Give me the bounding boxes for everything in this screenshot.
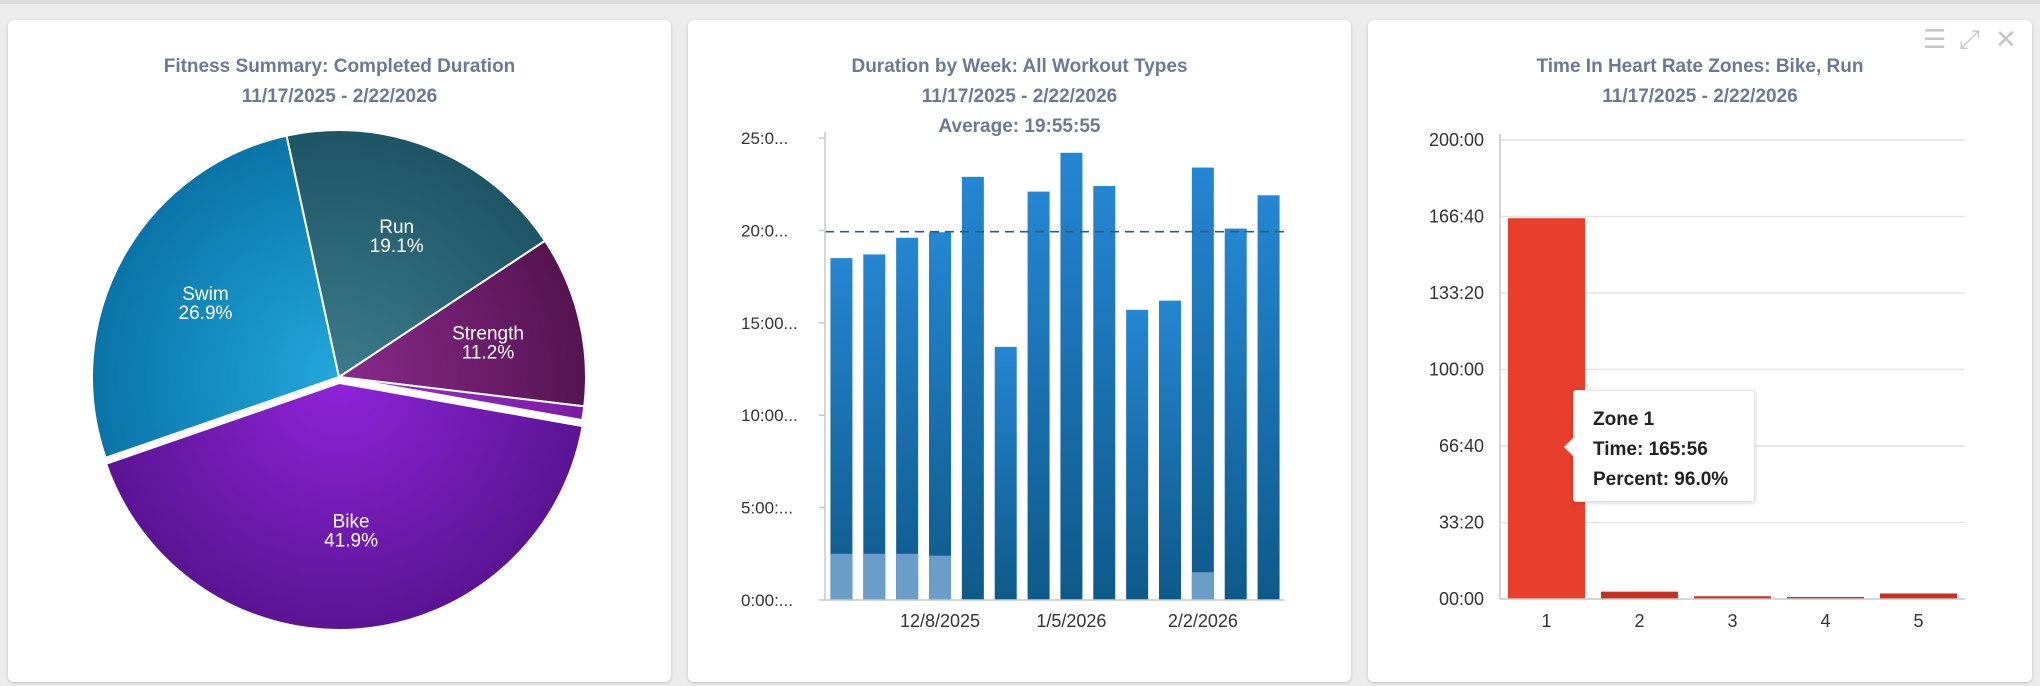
x-tick-label: 1 [1541,611,1551,631]
y-tick-label: 100:00 [1429,360,1484,380]
pie-slice-other[interactable] [338,376,586,422]
pie-label-strength: Strength [452,324,524,345]
x-tick-label: 2 [1634,611,1644,631]
y-tick-label: 00:00 [1439,589,1484,609]
tooltip-arrow [1564,437,1574,457]
week-bar[interactable] [994,346,1017,600]
week-bar-secondary[interactable] [896,553,919,600]
pie-label-run: Run [379,217,414,238]
pie-percent-swim: 26.9% [179,303,233,324]
hamburger-menu-icon[interactable]: ☰ [1923,24,1947,54]
x-tick-label: 2/2/2026 [1168,611,1238,631]
pie-percent-strength: 11.2% [462,343,515,364]
pie-chart-date-range: 11/17/2025 - 2/22/2026 [241,86,438,107]
zones-chart-date-range: 11/17/2025 - 2/22/2026 [1602,86,1798,107]
y-tick-label: 200:00 [1429,130,1484,150]
duration-by-week-panel: Duration by Week: All Workout Types 11/1… [688,20,1351,682]
week-bar[interactable] [1224,228,1247,600]
week-bar[interactable] [1126,309,1149,600]
week-bar[interactable] [1060,152,1083,600]
y-tick-label: 133:20 [1429,283,1484,303]
fitness-summary-panel: Fitness Summary: Completed Duration 11/1… [8,20,671,682]
weekly-chart-date-range: 11/17/2025 - 2/22/2026 [921,86,1118,107]
week-bar[interactable] [961,176,984,601]
week-bar[interactable] [1191,167,1214,600]
pie-chart-title: Fitness Summary: Completed Duration [163,56,516,77]
y-tick-label: 166:40 [1429,206,1484,226]
y-tick-label: 15:00... [741,314,798,333]
weekly-average-label: Average: 19:55:55 [938,116,1101,137]
pie-label-swim: Swim [182,284,228,305]
week-bar[interactable] [1093,186,1116,600]
zone-bar-4[interactable] [1787,597,1864,599]
pie-slice-bike[interactable] [104,381,584,631]
week-bar[interactable] [830,258,853,600]
week-bar-secondary[interactable] [1191,572,1214,600]
pie-percent-bike: 41.9% [324,531,378,552]
week-bar[interactable] [863,254,886,600]
y-tick-label: 20:0... [741,221,788,240]
zone-bar-2[interactable] [1601,591,1678,599]
tooltip-time: Time: 165:56 [1593,439,1708,460]
zone-tooltip: Zone 1 Time: 165:56 Percent: 96.0% [1564,390,1755,502]
weekly-chart-title: Duration by Week: All Workout Types [851,56,1188,77]
week-bar[interactable] [929,232,951,601]
x-tick-label: 3 [1727,611,1737,631]
week-bar-secondary[interactable] [863,553,886,600]
pie-slice-strength[interactable] [336,239,587,408]
y-tick-label: 0:00:... [741,591,793,610]
y-tick-label: 25:0... [741,129,788,148]
week-bar-secondary[interactable] [830,553,853,600]
weekly-bar-chart: 0:00:... 5:00:... 10:00... 15:00... 20:0... 2… [741,129,1285,631]
week-bar-secondary[interactable] [929,555,951,600]
tooltip-zone: Zone 1 [1593,409,1655,430]
pie-slice-run[interactable] [285,129,547,379]
week-bar[interactable] [896,237,919,601]
x-tick-label: 1/5/2026 [1036,611,1106,631]
week-bar[interactable] [1159,300,1181,600]
tooltip-percent: Percent: 96.0% [1593,469,1729,490]
zone-bar-5[interactable] [1880,593,1957,599]
zones-bar-chart: 00:00 33:20 66:40 100:00 133:20 166:40 200:00 1… [1429,130,1965,631]
expand-icon[interactable]: ⤢ [1959,24,1980,54]
y-tick-label: 10:00... [741,406,798,425]
pie-label-bike: Bike [333,512,370,533]
x-tick-label: 4 [1820,611,1830,631]
week-bar[interactable] [1027,191,1050,601]
heart-rate-zones-panel: ☰ ⤢ ✕ Time In Heart Rate Zones: Bike, Ru… [1368,20,2032,682]
x-tick-label: 5 [1913,611,1923,631]
y-tick-label: 5:00:... [741,499,793,518]
zone-bar-3[interactable] [1694,596,1771,599]
y-tick-label: 33:20 [1439,513,1484,533]
top-divider [0,0,2040,4]
week-bar[interactable] [1257,195,1280,600]
pie-slice-swim[interactable] [91,134,341,460]
close-icon[interactable]: ✕ [1995,24,2017,54]
zone-bar-1[interactable] [1508,218,1585,599]
y-tick-label: 66:40 [1439,436,1484,456]
pie-percent-run: 19.1% [370,236,424,257]
zones-chart-title: Time In Heart Rate Zones: Bike, Run [1536,56,1864,77]
x-tick-label: 12/8/2025 [900,611,980,631]
